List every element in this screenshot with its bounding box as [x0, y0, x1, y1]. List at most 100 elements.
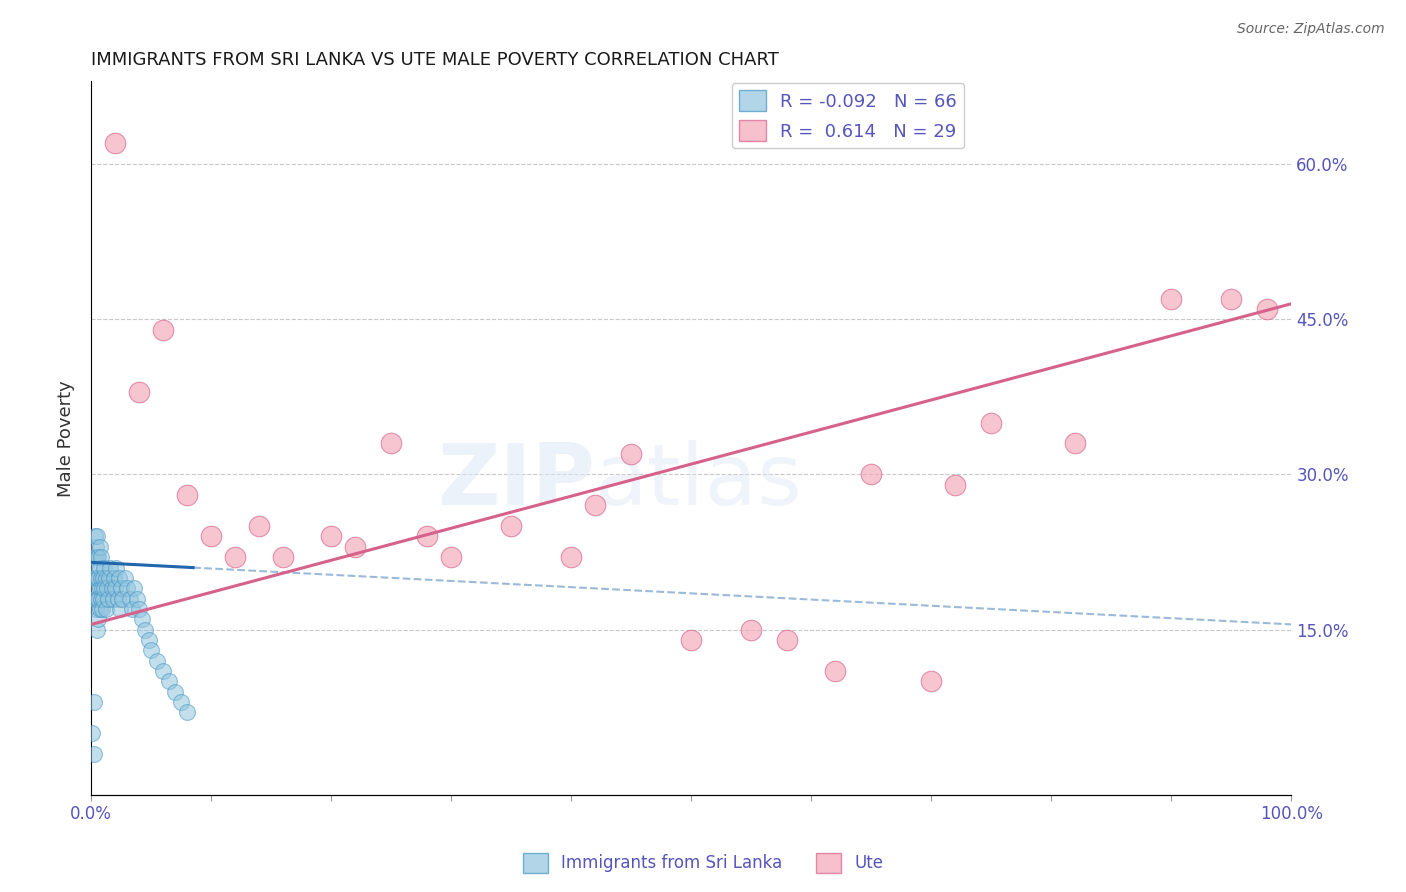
Text: atlas: atlas	[595, 440, 803, 523]
Point	[141, 643, 163, 657]
Text: Source: ZipAtlas.com: Source: ZipAtlas.com	[1237, 22, 1385, 37]
Point	[83, 591, 105, 606]
Point	[157, 674, 180, 689]
Point	[91, 571, 114, 585]
Point	[107, 591, 129, 606]
Point	[380, 436, 402, 450]
Point	[87, 612, 110, 626]
Point	[98, 571, 121, 585]
Point	[89, 560, 111, 574]
Point	[86, 529, 108, 543]
Point	[84, 581, 107, 595]
Point	[91, 602, 114, 616]
Text: ZIP: ZIP	[437, 440, 595, 523]
Point	[104, 136, 127, 151]
Point	[105, 560, 128, 574]
Point	[91, 581, 114, 595]
Point	[100, 581, 122, 595]
Point	[115, 581, 138, 595]
Point	[501, 519, 523, 533]
Point	[620, 447, 643, 461]
Point	[152, 323, 174, 337]
Point	[681, 632, 703, 647]
Point	[90, 591, 112, 606]
Point	[980, 416, 1002, 430]
Point	[107, 571, 129, 585]
Legend: R = -0.092   N = 66, R =  0.614   N = 29: R = -0.092 N = 66, R = 0.614 N = 29	[731, 83, 965, 148]
Point	[86, 571, 108, 585]
Legend: Immigrants from Sri Lanka, Ute: Immigrants from Sri Lanka, Ute	[516, 847, 890, 880]
Point	[943, 477, 966, 491]
Point	[125, 591, 148, 606]
Point	[93, 581, 115, 595]
Point	[97, 591, 120, 606]
Point	[776, 632, 799, 647]
Point	[87, 571, 110, 585]
Point	[87, 550, 110, 565]
Point	[86, 550, 108, 565]
Point	[740, 623, 762, 637]
Point	[271, 550, 294, 565]
Point	[200, 529, 222, 543]
Point	[583, 499, 606, 513]
Point	[84, 540, 107, 554]
Point	[83, 550, 105, 565]
Point	[121, 602, 143, 616]
Point	[1160, 292, 1182, 306]
Point	[86, 591, 108, 606]
Point	[176, 706, 198, 720]
Point	[170, 695, 193, 709]
Point	[152, 664, 174, 678]
Point	[90, 571, 112, 585]
Point	[111, 591, 134, 606]
Point	[91, 591, 114, 606]
Point	[224, 550, 246, 565]
Point	[87, 591, 110, 606]
Point	[83, 695, 105, 709]
Point	[440, 550, 463, 565]
Point	[94, 602, 117, 616]
Point	[560, 550, 582, 565]
Text: IMMIGRANTS FROM SRI LANKA VS UTE MALE POVERTY CORRELATION CHART: IMMIGRANTS FROM SRI LANKA VS UTE MALE PO…	[91, 51, 779, 69]
Point	[114, 571, 136, 585]
Point	[84, 602, 107, 616]
Point	[83, 571, 105, 585]
Point	[124, 581, 146, 595]
Point	[118, 591, 141, 606]
Point	[131, 612, 153, 626]
Point	[321, 529, 343, 543]
Point	[176, 488, 198, 502]
Point	[344, 540, 367, 554]
Point	[101, 591, 124, 606]
Point	[82, 726, 104, 740]
Point	[1064, 436, 1087, 450]
Point	[103, 571, 125, 585]
Point	[104, 581, 127, 595]
Point	[824, 664, 846, 678]
Point	[920, 674, 942, 689]
Point	[98, 560, 121, 574]
Point	[128, 602, 150, 616]
Point	[94, 571, 117, 585]
Point	[138, 632, 160, 647]
Point	[83, 529, 105, 543]
Point	[1220, 292, 1243, 306]
Point	[128, 384, 150, 399]
Point	[89, 581, 111, 595]
Y-axis label: Male Poverty: Male Poverty	[58, 380, 75, 497]
Point	[1256, 301, 1278, 316]
Point	[165, 684, 187, 698]
Point	[89, 540, 111, 554]
Point	[134, 623, 156, 637]
Point	[416, 529, 439, 543]
Point	[89, 602, 111, 616]
Point	[83, 747, 105, 761]
Point	[93, 560, 115, 574]
Point	[96, 581, 118, 595]
Point	[247, 519, 270, 533]
Point	[108, 602, 131, 616]
Point	[84, 560, 107, 574]
Point	[860, 467, 883, 482]
Point	[110, 581, 132, 595]
Point	[90, 550, 112, 565]
